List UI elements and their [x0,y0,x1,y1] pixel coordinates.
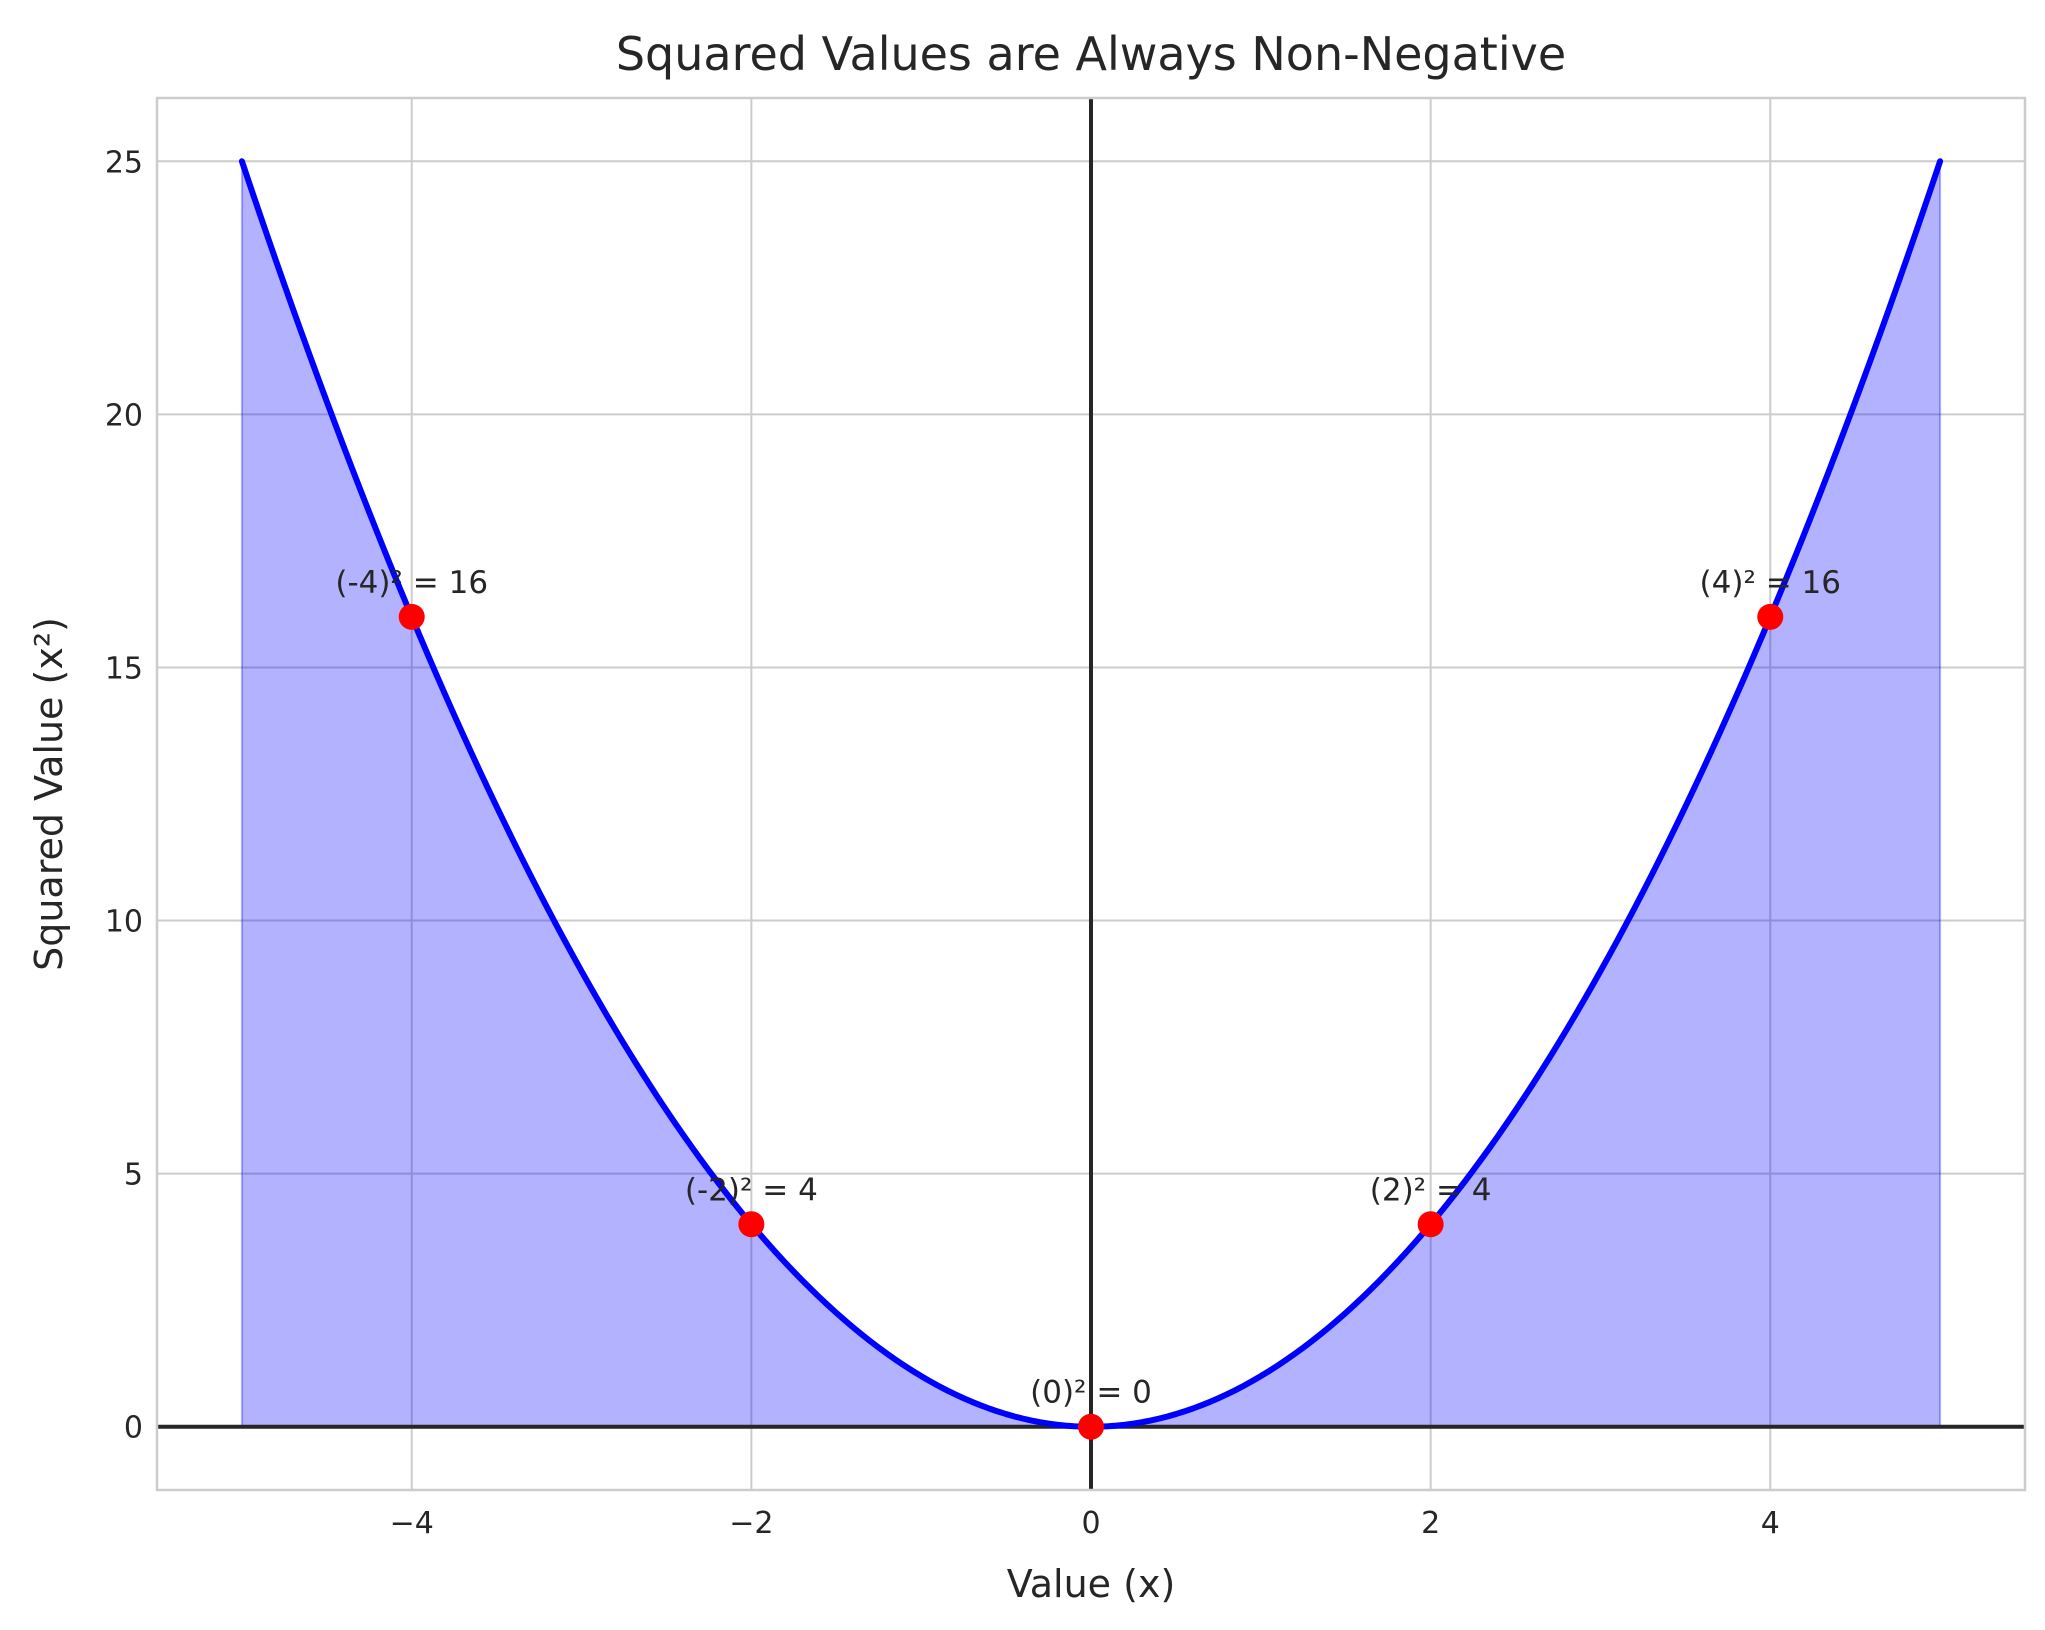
x-tick-label: −4 [390,1506,434,1541]
point-annotations: (-4)² = 16 (-2)² = 4 (0)² = 0 (2)² = 4 (4)² … [335,565,1841,1411]
point-annotation: (2)² = 4 [1370,1172,1492,1208]
y-tick-label: 0 [124,1411,143,1446]
y-axis-label: Squared Value (x²) [27,617,71,971]
x-tick-label: −2 [729,1506,773,1541]
y-tick-label: 10 [105,905,143,940]
highlight-points [398,603,1784,1440]
y-tick-label: 25 [105,145,143,180]
y-tick-label: 5 [124,1158,143,1193]
x-tick-label: 4 [1761,1506,1780,1541]
y-tick-label: 15 [105,651,143,686]
x-axis-ticks: −4 −2 0 2 4 [390,1506,1780,1541]
data-point [398,603,425,630]
y-axis-ticks: 0 5 10 15 20 25 [105,145,143,1445]
data-point [1417,1211,1444,1238]
x-tick-label: 0 [1081,1506,1100,1541]
y-tick-label: 20 [105,398,143,433]
point-annotation: (4)² = 16 [1700,565,1841,601]
chart-title: Squared Values are Always Non-Negative [616,27,1566,81]
point-annotation: (-2)² = 4 [685,1172,818,1208]
x-axis-label: Value (x) [1007,1562,1176,1606]
data-point [738,1211,765,1238]
plot-frame [155,96,2027,1492]
point-annotation: (0)² = 0 [1030,1375,1152,1411]
data-point [1078,1413,1104,1440]
x-tick-label: 2 [1421,1506,1440,1541]
point-annotation: (-4)² = 16 [335,565,488,601]
data-point [1757,603,1784,630]
